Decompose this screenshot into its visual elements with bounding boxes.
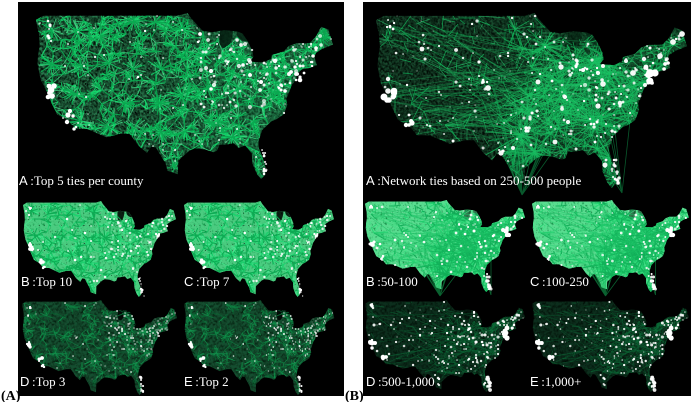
svg-text:(A): (A) [1,389,21,402]
svg-text:A :Network ties based on 250-5: A :Network ties based on 250-500 people [366,173,581,188]
svg-text:C :Top 7: C :Top 7 [184,274,230,289]
svg-text:(B): (B) [345,389,364,402]
svg-text:E :1,000+: E :1,000+ [530,374,581,389]
svg-text:B :50-100: B :50-100 [366,274,418,289]
svg-text:C :100-250: C :100-250 [530,274,589,289]
svg-text:E :Top 2: E :Top 2 [184,374,229,389]
svg-text:B :Top 10: B :Top 10 [21,274,72,289]
svg-text:D :500-1,000: D :500-1,000 [366,374,435,389]
svg-text:D :Top 3: D :Top 3 [20,374,65,389]
svg-text:A :Top 5 ties per county: A :Top 5 ties per county [19,173,144,188]
